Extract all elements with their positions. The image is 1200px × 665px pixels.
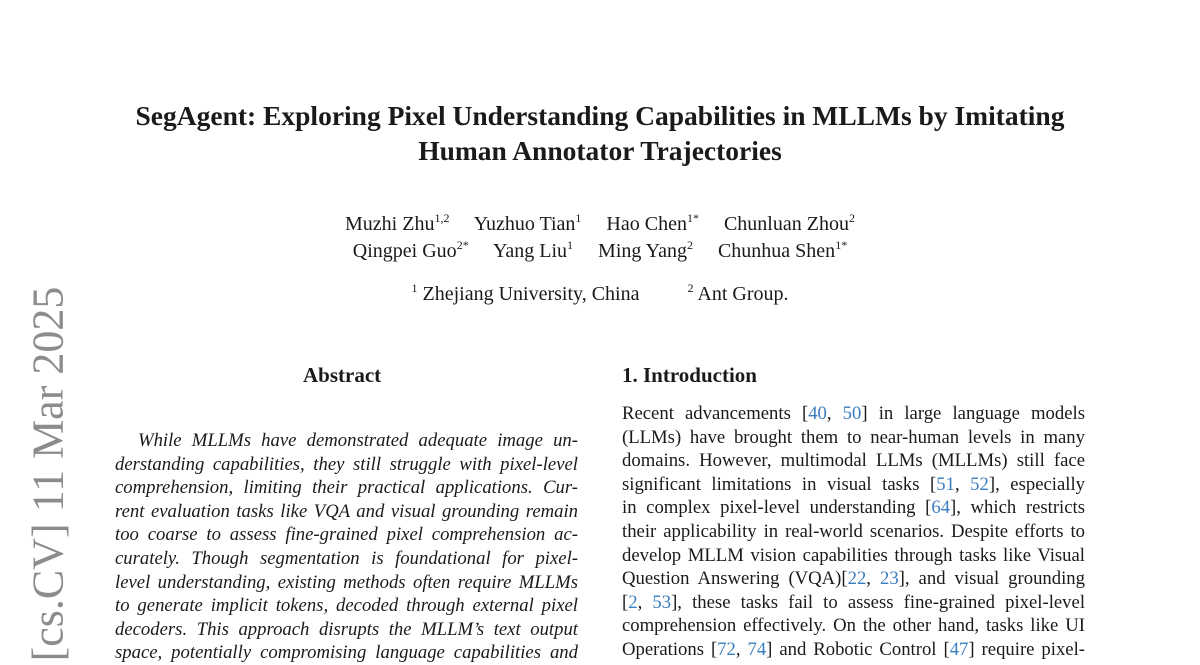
text-segment: comprehension effectively. On the other …: [622, 615, 1085, 637]
citation-link[interactable]: 47: [949, 638, 969, 660]
text-segment: Operations [: [622, 638, 718, 660]
abstract-body: While MLLMs have demonstrated adequate i…: [115, 429, 578, 665]
introduction-line: develop MLLM vision capabilities through…: [622, 544, 1085, 568]
author-name: Chunluan Zhou: [723, 213, 849, 235]
paper-title: SegAgent: Exploring Pixel Understanding …: [0, 98, 1200, 168]
text-segment: significant limitations in visual tasks …: [622, 473, 937, 495]
text-segment: domains. However, multimodal LLMs (MLLMs…: [622, 450, 1085, 472]
text-segment: (LLMs) have brought them to near-human l…: [622, 426, 1085, 448]
introduction-line: [2, 53], these tasks fail to assess fine…: [622, 591, 1085, 615]
author-name: Hao Chen: [606, 213, 687, 235]
text-segment: ] and Robotic Control [: [766, 638, 950, 660]
arxiv-stamp: [cs.CV] 11 Mar 2025: [23, 286, 73, 662]
author-affiliation-marker: 1,2: [434, 211, 450, 225]
text-segment: ,: [637, 591, 653, 613]
text-segment: ] in large language models: [861, 403, 1086, 424]
abstract-line: rent evaluation tasks like VQA and visua…: [115, 500, 578, 522]
affiliation-marker: 2: [687, 281, 694, 295]
abstract-line: derstanding capabilities, they still str…: [115, 453, 578, 475]
citation-link[interactable]: 51: [936, 473, 955, 495]
author-affiliation-marker: 1*: [686, 211, 699, 225]
text-segment: ,: [735, 638, 748, 660]
citation-link[interactable]: 52: [970, 473, 989, 495]
author-name: Yang Liu: [492, 240, 568, 262]
author-row: Muzhi Zhu1,2 Yuzhuo Tian1 Hao Chen1* Chu…: [0, 211, 1200, 238]
author-affiliation-marker: 2: [686, 238, 693, 252]
author-name: Yuzhuo Tian: [473, 213, 576, 235]
abstract-line: space, potentially compromising language…: [115, 642, 578, 664]
author-affiliation-marker: 2: [848, 211, 855, 225]
abstract-line: too coarse to assess fine-grained pixel …: [115, 524, 578, 546]
author-name: Muzhi Zhu: [345, 213, 435, 235]
text-segment: their applicability in real-world scenar…: [622, 520, 1085, 542]
abstract-line: decoders. This approach disrupts the MLL…: [115, 618, 578, 640]
introduction-body: Recent advancements [40, 50] in large la…: [622, 402, 1085, 662]
citation-link[interactable]: 2: [628, 591, 638, 613]
author-affiliation-marker: 2*: [456, 238, 469, 252]
citation-link[interactable]: 64: [931, 497, 951, 519]
title-line: SegAgent: Exploring Pixel Understanding …: [135, 100, 1065, 131]
citation-link[interactable]: 53: [652, 591, 672, 613]
citation-link[interactable]: 22: [847, 568, 867, 590]
abstract-line: comprehension, limiting their practical …: [115, 477, 578, 499]
text-segment: ] require pixel-: [968, 638, 1085, 660]
author-list: Muzhi Zhu1,2 Yuzhuo Tian1 Hao Chen1* Chu…: [0, 211, 1200, 265]
author-name: Chunhua Shen: [717, 240, 836, 262]
author-name: Ming Yang: [598, 240, 687, 262]
title-line: Human Annotator Trajectories: [418, 135, 782, 166]
introduction-line: significant limitations in visual tasks …: [622, 473, 1085, 497]
abstract-line: While MLLMs have demonstrated adequate i…: [138, 430, 578, 451]
author-affiliation-marker: 1: [575, 211, 582, 225]
text-segment: in complex pixel-level understanding [: [622, 497, 932, 519]
text-segment: [: [622, 591, 629, 613]
introduction-line: domains. However, multimodal LLMs (MLLMs…: [622, 449, 1085, 473]
author-name: Qingpei Guo: [352, 240, 457, 262]
abstract-line: level understanding, existing methods of…: [115, 571, 578, 593]
text-segment: ,: [866, 568, 880, 590]
text-segment: ,: [954, 473, 971, 495]
introduction-line: comprehension effectively. On the other …: [622, 614, 1085, 638]
affiliation: Zhejiang University, China: [422, 283, 640, 305]
text-segment: ], which restricts: [950, 497, 1085, 519]
text-segment: ,: [826, 403, 843, 424]
citation-link[interactable]: 74: [747, 638, 767, 660]
affiliation: Ant Group.: [697, 283, 789, 305]
introduction-heading: 1. Introduction: [622, 363, 757, 387]
abstract-heading: Abstract: [303, 363, 382, 387]
text-segment: ], these tasks fail to assess fine-grain…: [671, 591, 1086, 613]
introduction-line: Question Answering (VQA)[22, 23], and vi…: [622, 567, 1085, 591]
text-segment: ], and visual grounding: [898, 568, 1085, 590]
abstract-line: curately. Though segmentation is foundat…: [115, 547, 578, 569]
author-row: Qingpei Guo2* Yang Liu1 Ming Yang2 Chunh…: [0, 238, 1200, 265]
citation-link[interactable]: 50: [842, 403, 862, 424]
text-segment: develop MLLM vision capabilities through…: [622, 544, 1085, 566]
introduction-line: Operations [72, 74] and Robotic Control …: [622, 638, 1085, 662]
abstract-line: to generate implicit tokens, decoded thr…: [115, 595, 578, 617]
introduction-line: Recent advancements [40, 50] in large la…: [622, 402, 1085, 426]
citation-link[interactable]: 23: [879, 568, 899, 590]
introduction-line: their applicability in real-world scenar…: [622, 520, 1085, 544]
text-segment: Recent advancements [: [622, 403, 809, 424]
introduction-line: (LLMs) have brought them to near-human l…: [622, 426, 1085, 450]
citation-link[interactable]: 40: [808, 403, 827, 424]
citation-link[interactable]: 72: [717, 638, 736, 660]
affiliations: 1 Zhejiang University, China 2 Ant Group…: [0, 281, 1200, 306]
author-affiliation-marker: 1: [567, 238, 574, 252]
text-segment: Question Answering (VQA)[: [622, 568, 848, 590]
introduction-line: in complex pixel-level understanding [64…: [622, 496, 1085, 520]
affiliation-marker: 1: [411, 281, 418, 295]
author-affiliation-marker: 1*: [835, 238, 848, 252]
text-segment: ], especially: [988, 473, 1086, 495]
